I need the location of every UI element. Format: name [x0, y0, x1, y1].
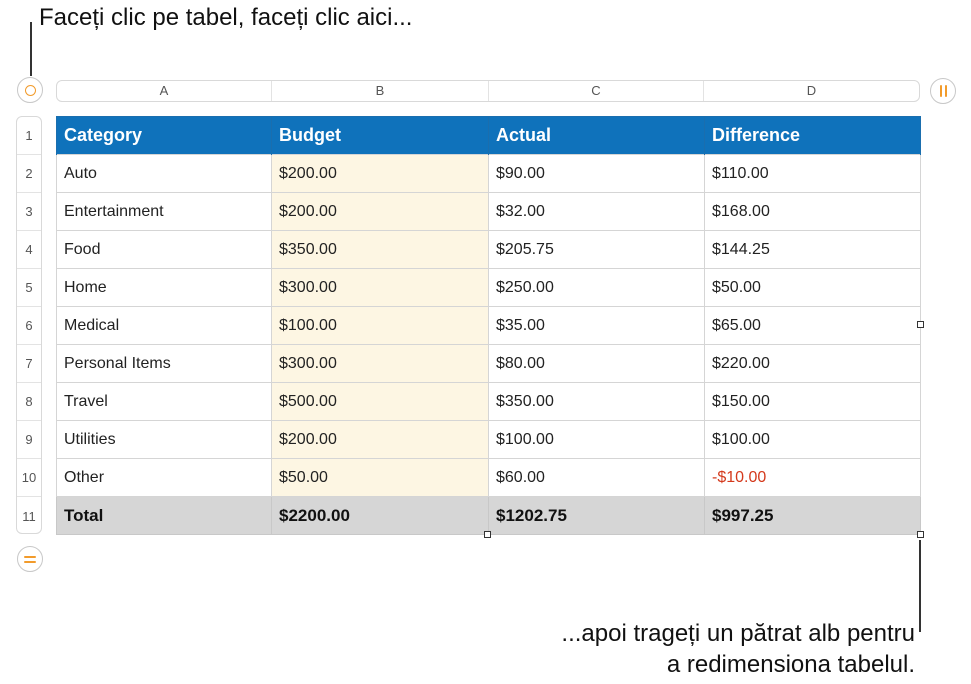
row-header[interactable]: 1 [17, 117, 41, 155]
budget-cell[interactable]: $300.00 [271, 344, 489, 383]
table-row: Utilities $200.00 $100.00 $100.00 [56, 420, 921, 459]
callout-top: Faceți clic pe tabel, faceți clic aici..… [39, 4, 413, 31]
table-header-row: Category Budget Actual Difference [56, 116, 921, 155]
actual-cell[interactable]: $32.00 [488, 192, 705, 231]
circle-icon [24, 84, 36, 96]
actual-cell[interactable]: $250.00 [488, 268, 705, 307]
row-header[interactable]: 4 [17, 231, 41, 269]
column-bars-icon [939, 85, 947, 97]
row-header[interactable]: 10 [17, 459, 41, 497]
table-row: Entertainment $200.00 $32.00 $168.00 [56, 192, 921, 231]
table-row: Medical $100.00 $35.00 $65.00 [56, 306, 921, 345]
category-cell[interactable]: Other [56, 458, 272, 497]
budget-table: Category Budget Actual Difference Auto $… [56, 116, 921, 535]
budget-cell[interactable]: $200.00 [271, 154, 489, 193]
resize-handle-right[interactable] [917, 321, 924, 328]
row-header[interactable]: 9 [17, 421, 41, 459]
table-row: Food $350.00 $205.75 $144.25 [56, 230, 921, 269]
budget-cell[interactable]: $500.00 [271, 382, 489, 421]
callout-bottom-line1: ...apoi trageți un pătrat alb pentru [561, 620, 915, 647]
select-table-button[interactable] [17, 77, 43, 103]
actual-cell[interactable]: $35.00 [488, 306, 705, 345]
table-row: Travel $500.00 $350.00 $150.00 [56, 382, 921, 421]
difference-cell[interactable]: $220.00 [704, 344, 921, 383]
callout-bottom-leader [919, 540, 921, 632]
add-column-button[interactable] [930, 78, 956, 104]
callout-bottom-line2: a redimensiona tabelul. [666, 651, 915, 678]
budget-cell[interactable]: $100.00 [271, 306, 489, 345]
difference-cell[interactable]: $150.00 [704, 382, 921, 421]
total-budget-cell[interactable]: $2200.00 [271, 496, 489, 535]
budget-cell[interactable]: $350.00 [271, 230, 489, 269]
row-header[interactable]: 11 [22, 508, 36, 524]
budget-cell[interactable]: $50.00 [271, 458, 489, 497]
total-difference-cell[interactable]: $997.25 [704, 496, 921, 535]
category-cell[interactable]: Home [56, 268, 272, 307]
difference-cell-negative[interactable]: -$10.00 [704, 458, 921, 497]
row-header[interactable]: 3 [17, 193, 41, 231]
row-header[interactable]: 2 [17, 155, 41, 193]
actual-cell[interactable]: $350.00 [488, 382, 705, 421]
row-bars-icon [24, 555, 36, 563]
category-cell[interactable]: Utilities [56, 420, 272, 459]
row-header[interactable]: 6 [17, 307, 41, 345]
category-cell[interactable]: Auto [56, 154, 272, 193]
category-cell[interactable]: Entertainment [56, 192, 272, 231]
column-header-d[interactable]: D [806, 83, 817, 98]
category-cell[interactable]: Personal Items [56, 344, 272, 383]
category-cell[interactable]: Travel [56, 382, 272, 421]
row-header[interactable]: 8 [17, 383, 41, 421]
add-row-button[interactable] [17, 546, 43, 572]
row-header[interactable]: 7 [17, 345, 41, 383]
actual-cell[interactable]: $90.00 [488, 154, 705, 193]
resize-handle-corner[interactable] [917, 531, 924, 538]
actual-cell[interactable]: $205.75 [488, 230, 705, 269]
table-row: Other $50.00 $60.00 -$10.00 [56, 458, 921, 497]
budget-cell[interactable]: $200.00 [271, 192, 489, 231]
actual-cell[interactable]: $100.00 [488, 420, 705, 459]
header-cell-category[interactable]: Category [56, 116, 272, 155]
row-header-bar: 1 2 3 4 5 6 7 8 9 10 11 [16, 116, 42, 534]
table-row: Auto $200.00 $90.00 $110.00 [56, 154, 921, 193]
budget-cell[interactable]: $300.00 [271, 268, 489, 307]
total-label-cell[interactable]: Total [56, 496, 272, 535]
budget-cell[interactable]: $200.00 [271, 420, 489, 459]
column-header-bar: A B C D [56, 80, 920, 102]
actual-cell[interactable]: $80.00 [488, 344, 705, 383]
header-cell-budget[interactable]: Budget [271, 116, 489, 155]
callout-top-leader [30, 22, 32, 76]
category-cell[interactable]: Food [56, 230, 272, 269]
difference-cell[interactable]: $110.00 [704, 154, 921, 193]
category-cell[interactable]: Medical [56, 306, 272, 345]
column-header-a[interactable]: A [57, 81, 272, 101]
table-row: Home $300.00 $250.00 $50.00 [56, 268, 921, 307]
actual-cell[interactable]: $60.00 [488, 458, 705, 497]
difference-cell[interactable]: $100.00 [704, 420, 921, 459]
column-header-b[interactable]: B [272, 81, 489, 101]
table-row: Personal Items $300.00 $80.00 $220.00 [56, 344, 921, 383]
header-cell-actual[interactable]: Actual [488, 116, 705, 155]
difference-cell[interactable]: $50.00 [704, 268, 921, 307]
row-header[interactable]: 5 [17, 269, 41, 307]
column-header-c[interactable]: C [489, 81, 704, 101]
difference-cell[interactable]: $144.25 [704, 230, 921, 269]
header-cell-difference[interactable]: Difference [704, 116, 921, 155]
difference-cell[interactable]: $168.00 [704, 192, 921, 231]
total-actual-cell[interactable]: $1202.75 [488, 496, 705, 535]
callout-bottom: ...apoi trageți un pătrat alb pentru a r… [561, 618, 915, 680]
difference-cell[interactable]: $65.00 [704, 306, 921, 345]
resize-handle-bottom[interactable] [484, 531, 491, 538]
table-total-row: Total $2200.00 $1202.75 $997.25 [56, 496, 921, 535]
